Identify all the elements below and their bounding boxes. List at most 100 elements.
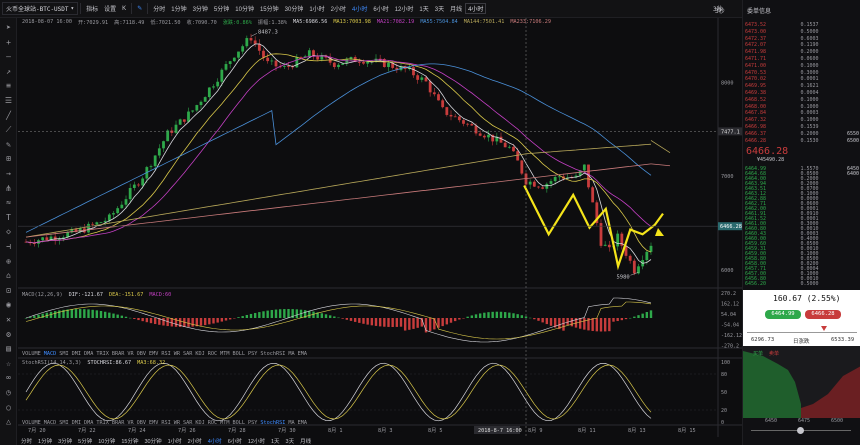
indicator-tab-vr[interactable]: VR	[127, 351, 134, 357]
bid-row[interactable]: 6462.00 0.0001	[745, 206, 859, 212]
bid-row[interactable]: 6462.71 0.0600	[745, 201, 859, 207]
cursor-icon[interactable]: ➤	[6, 23, 11, 32]
bid-row[interactable]: 6459.00 0.1000	[745, 251, 859, 257]
ellipse-icon[interactable]: ○	[6, 402, 11, 412]
indicator-tab-dmi[interactable]: DMI	[71, 420, 81, 426]
crosshair-icon[interactable]: +	[6, 37, 11, 47]
star-icon[interactable]: ☆	[6, 358, 11, 368]
indicator-tab-wr[interactable]: WR	[173, 351, 180, 357]
bid-row[interactable]: 6463.12 0.1000	[745, 191, 859, 197]
indicator-tab-obv[interactable]: OBV	[136, 420, 146, 426]
indicator-tab-stochrsi[interactable]: StochRSI	[260, 420, 286, 426]
ruler-icon[interactable]: ⊣	[6, 242, 11, 251]
interval-tab-13[interactable]: 3天	[434, 7, 445, 13]
zoom-icon[interactable]: ⊕	[6, 256, 11, 266]
bottom-interval-7[interactable]: 1小时	[167, 439, 182, 445]
interval-tab-1[interactable]: 1分钟	[171, 7, 187, 13]
interval-tab-10[interactable]: 6小时	[373, 7, 389, 13]
indicator-tab-mtm[interactable]: MTM	[220, 351, 230, 357]
ask-row[interactable]: 6471.71 0.0600	[745, 56, 859, 62]
indicator-tab-volume[interactable]: VOLUME	[22, 420, 41, 426]
ask-row[interactable]: 6468.52 0.1000	[745, 97, 859, 103]
lock-icon[interactable]: ⊡	[6, 285, 11, 295]
indicator-tab-brar[interactable]: BRAR	[111, 351, 125, 357]
horizontal-line-icon[interactable]: —	[6, 52, 11, 62]
ask-row[interactable]: 6471.98 0.2000	[745, 49, 859, 55]
bottom-interval-0[interactable]: 分时	[21, 439, 33, 445]
ask-row[interactable]: 6467.32 0.1000	[745, 117, 859, 123]
trend-angle-icon[interactable]: ⟋	[5, 125, 12, 135]
interval-tab-12[interactable]: 1天	[419, 7, 429, 13]
indicator-tab-rsi[interactable]: RSI	[161, 351, 171, 357]
ask-row[interactable]: 6472.37 0.6003	[745, 36, 859, 42]
bid-row[interactable]: 6460.80 0.0010	[745, 226, 859, 232]
triangle-icon[interactable]: △	[6, 417, 11, 427]
bottom-interval-4[interactable]: 10分钟	[98, 439, 116, 445]
indicator-tab-rsi[interactable]: RSI	[161, 420, 171, 426]
indicator-tab-ma[interactable]: MA	[288, 420, 295, 426]
bid-row[interactable]: 6458.00 0.0200	[745, 261, 859, 267]
symbol-selector[interactable]: 火币全球站-BTC-USDT ▾	[2, 2, 79, 15]
settings-button[interactable]: 设置	[104, 7, 117, 13]
ask-row[interactable]: 6470.53 0.3000	[745, 70, 859, 76]
ask-row[interactable]: 6473.52 0.1537	[745, 22, 859, 28]
interval-tab-14[interactable]: 月线	[450, 7, 463, 13]
clock-icon[interactable]: ◷	[6, 388, 11, 397]
indicator-tab-sar[interactable]: SAR	[183, 420, 193, 426]
ask-row[interactable]: 6469.95 0.1621	[745, 83, 859, 89]
trash-icon[interactable]: ✕	[6, 315, 11, 324]
indicator-tab-ema[interactable]: EMA	[297, 420, 307, 426]
bid-row[interactable]: 6456.80 0.0010	[745, 276, 859, 282]
gear-icon[interactable]: ⚙	[6, 329, 11, 339]
chart-canvas[interactable]: 8487.3 5980 7477.1 6466.28 270.2 162.12 54.04…	[18, 18, 742, 445]
ask-row[interactable]: 6466.28 0.1530 6500	[745, 138, 859, 144]
indicator-tab-boll[interactable]: BOLL	[232, 420, 246, 426]
bottom-interval-14[interactable]: 月线	[300, 439, 312, 445]
indicator-tab-psy[interactable]: PSY	[248, 351, 258, 357]
bid-row[interactable]: 6463.94 0.2000	[745, 181, 859, 187]
ray-icon[interactable]: ↗	[6, 66, 11, 76]
bottom-interval-11[interactable]: 12小时	[247, 439, 265, 445]
menu-icon[interactable]: ☰	[4, 96, 13, 105]
bid-row[interactable]: 6464.00 0.2000	[745, 176, 859, 182]
ask-row[interactable]: 6472.07 0.1190	[745, 42, 859, 48]
bid-row[interactable]: 6464.99 1.5570 6450	[745, 166, 859, 172]
ask-row[interactable]: 6473.00 0.5000	[745, 29, 859, 35]
bid-row[interactable]: 6461.52 0.0001	[745, 216, 859, 222]
indicator-tab-obv[interactable]: OBV	[136, 351, 146, 357]
indicator-tab-mtm[interactable]: MTM	[220, 420, 230, 426]
bid-row[interactable]: 6460.00 0.4000	[745, 236, 859, 242]
bid-row[interactable]: 6456.20 0.5000	[745, 281, 859, 287]
interval-tab-0[interactable]: 分时	[153, 7, 166, 13]
interval-tab-4[interactable]: 10分钟	[235, 7, 254, 13]
indicator-tab-ema[interactable]: EMA	[297, 351, 307, 357]
indicator-tab-kdj[interactable]: KDJ	[195, 351, 205, 357]
indicator-tab-volume[interactable]: VOLUME	[22, 351, 41, 357]
bid-row[interactable]: 6461.91 0.0910	[745, 211, 859, 217]
interval-tab-11[interactable]: 12小时	[394, 7, 414, 13]
bottom-interval-8[interactable]: 2小时	[187, 439, 202, 445]
fib-icon[interactable]: ⊞	[6, 154, 11, 164]
bid-row[interactable]: 6463.51 0.0700	[745, 186, 859, 192]
indicators-button[interactable]: 指标	[86, 7, 99, 13]
indicator-tab-trix[interactable]: TRIX	[96, 420, 109, 426]
bottom-interval-12[interactable]: 1天	[270, 439, 280, 445]
interval-tab-7[interactable]: 1小时	[309, 7, 325, 13]
interval-tab-9[interactable]: 4小时	[352, 7, 368, 13]
indicator-tab-kdj[interactable]: KDJ	[195, 420, 205, 426]
indicator-tab-psy[interactable]: PSY	[248, 420, 258, 426]
indicator-tab-smi[interactable]: SMI	[59, 420, 69, 426]
pen-icon[interactable]: ✎	[6, 139, 11, 149]
ask-row[interactable]: 6469.38 0.0004	[745, 90, 859, 96]
bid-row[interactable]: 6460.43 0.0003	[745, 231, 859, 237]
indicator-tab-emv[interactable]: EMV	[149, 351, 159, 357]
ask-row[interactable]: 6470.02 0.0001	[745, 76, 859, 82]
bottom-interval-5[interactable]: 15分钟	[121, 439, 139, 445]
brush-icon[interactable]: ≈	[6, 198, 11, 208]
depth-slider-handle[interactable]	[797, 427, 804, 434]
interval-tab-5[interactable]: 15分钟	[259, 7, 279, 13]
link-icon[interactable]: ∞	[6, 373, 11, 383]
sell-price-button[interactable]: 6466.28	[805, 310, 841, 319]
bottom-interval-6[interactable]: 30分钟	[144, 439, 162, 445]
bid-row[interactable]: 6464.68 0.0500 6400	[745, 171, 859, 177]
